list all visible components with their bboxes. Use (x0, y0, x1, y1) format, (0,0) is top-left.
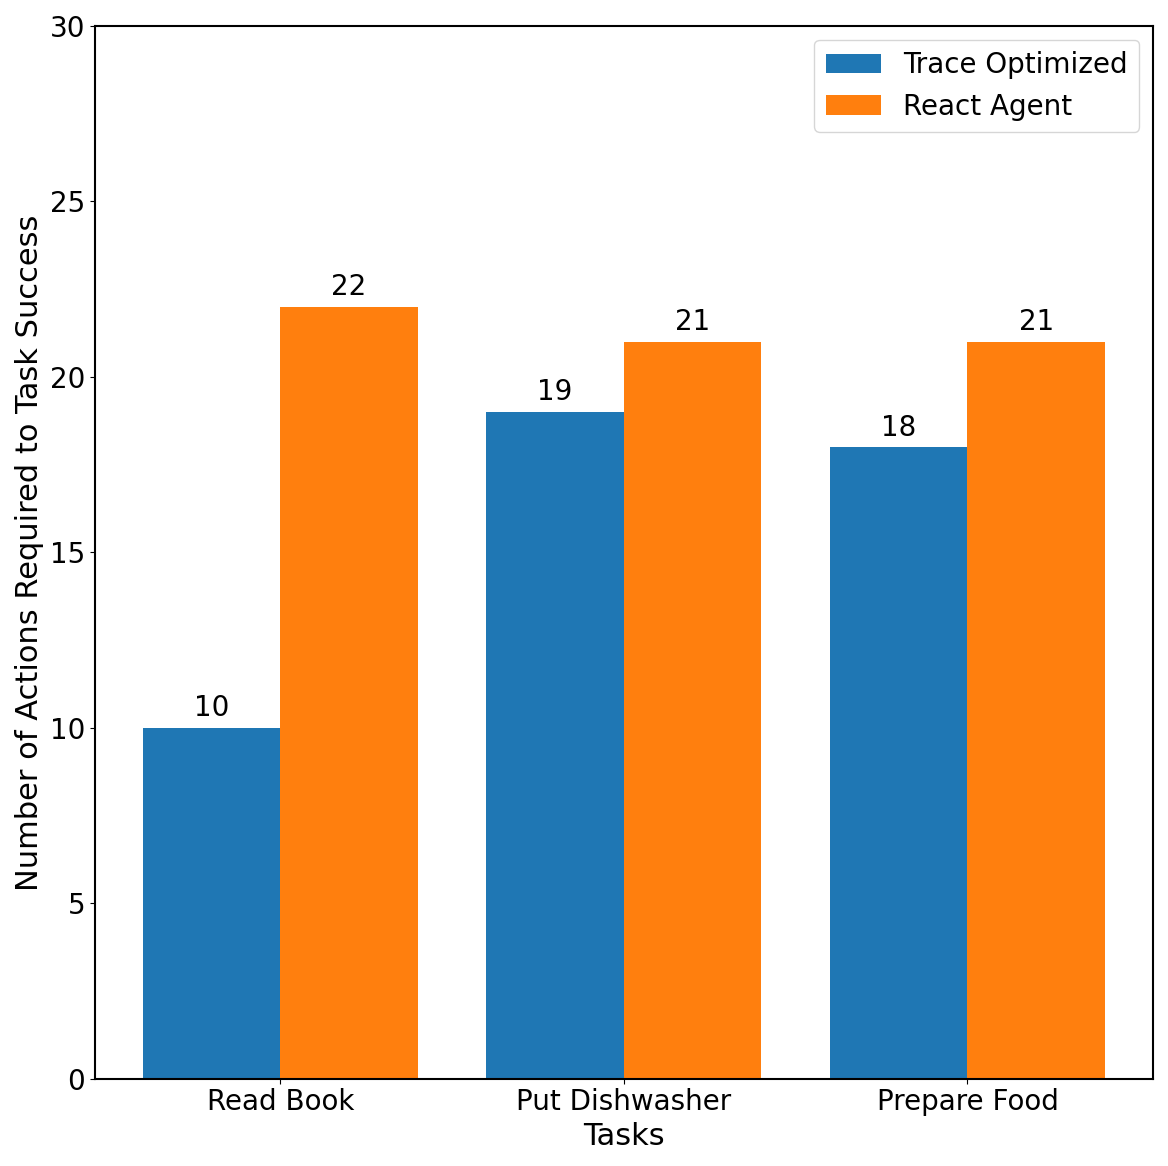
Bar (142, 728, 280, 1079)
Text: 19: 19 (537, 379, 572, 407)
Bar (280, 307, 418, 1079)
Y-axis label: Number of Actions Required to Task Success: Number of Actions Required to Task Succe… (15, 215, 44, 891)
Bar (624, 342, 762, 1079)
Text: 10: 10 (194, 694, 229, 722)
X-axis label: Tasks: Tasks (583, 1122, 665, 1151)
Legend: Trace Optimized, React Agent: Trace Optimized, React Agent (814, 40, 1139, 132)
Bar (830, 447, 967, 1079)
Text: 18: 18 (881, 414, 917, 442)
Bar (486, 412, 624, 1079)
Text: 21: 21 (1018, 308, 1054, 336)
Bar (967, 342, 1105, 1079)
Text: 21: 21 (675, 308, 710, 336)
Text: 22: 22 (332, 273, 367, 301)
